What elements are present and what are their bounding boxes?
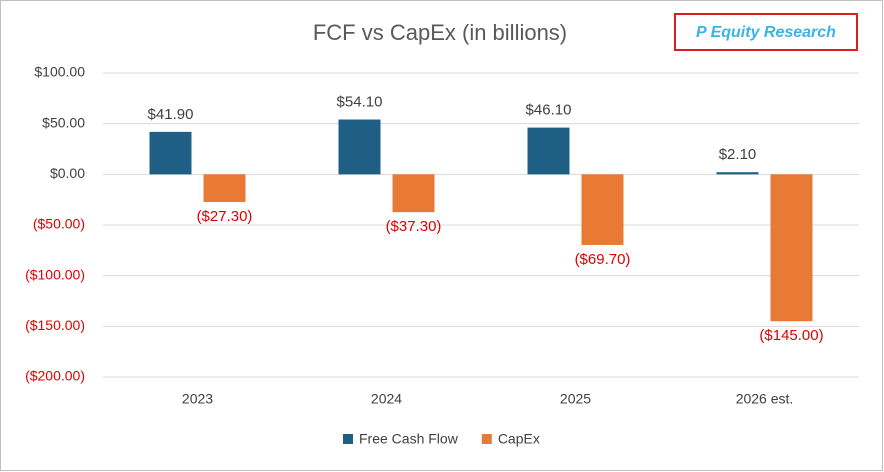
badge: P Equity Research xyxy=(696,24,836,41)
legend-swatch xyxy=(481,434,492,444)
bar xyxy=(338,119,381,175)
badge-box xyxy=(674,13,858,51)
y-tick-label: ($50.00) xyxy=(33,216,85,232)
x-tick-label: 2026 est. xyxy=(736,391,794,407)
y-tick-label: ($200.00) xyxy=(25,368,85,384)
y-tick-label: $100.00 xyxy=(34,64,85,80)
value-label: $54.10 xyxy=(337,93,383,110)
y-tick-label: ($100.00) xyxy=(25,266,85,282)
y-tick-label: $50.00 xyxy=(42,114,85,130)
value-label: ($37.30) xyxy=(386,218,442,235)
value-label: ($145.00) xyxy=(759,327,823,344)
value-label: $46.10 xyxy=(526,102,572,119)
bar xyxy=(581,174,624,245)
value-label: ($27.30) xyxy=(197,208,253,225)
legend-swatch xyxy=(343,434,353,444)
bar xyxy=(527,127,570,175)
bar xyxy=(392,174,435,213)
y-tick-label: $0.00 xyxy=(50,165,85,181)
bar xyxy=(716,172,759,175)
legend-label: CapEx xyxy=(498,431,540,447)
y-tick-label: ($150.00) xyxy=(25,317,85,333)
x-tick-label: 2023 xyxy=(182,391,213,407)
value-label: $2.10 xyxy=(719,146,757,163)
bar xyxy=(203,174,246,202)
legend-label: Free Cash Flow xyxy=(359,431,459,447)
bar xyxy=(770,174,813,322)
x-tick-label: 2025 xyxy=(560,391,591,407)
value-label: ($69.70) xyxy=(575,251,631,268)
x-tick-label: 2024 xyxy=(371,391,402,407)
chart-title: FCF vs CapEx (in billions) xyxy=(313,20,567,45)
value-label: $41.90 xyxy=(148,106,194,123)
bar xyxy=(149,131,192,175)
